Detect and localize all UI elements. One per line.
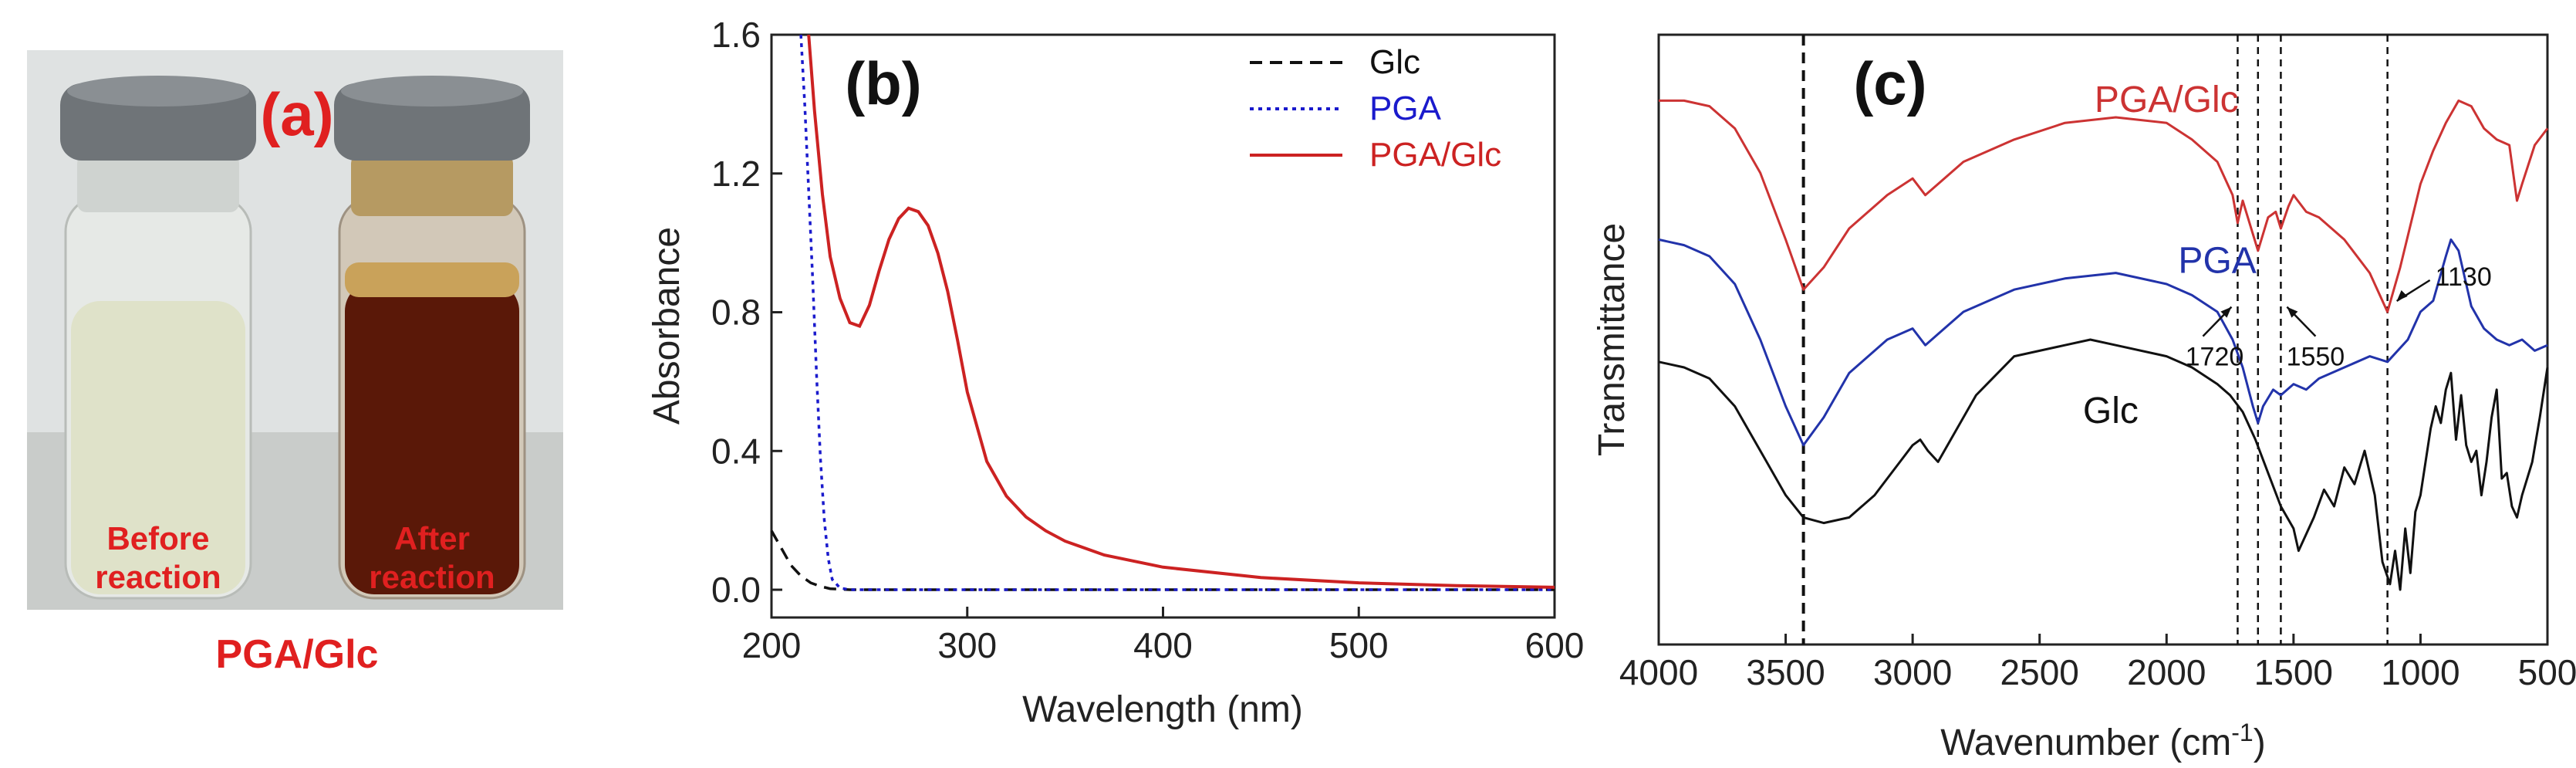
vial-foam-right (345, 262, 519, 297)
before-reaction-label-line1: Before (106, 520, 209, 557)
legend-label: PGA (1369, 90, 1442, 127)
panel-c-xtick-label: 4000 (1619, 652, 1698, 692)
panel-a-label: (a) (260, 80, 333, 148)
panel-b-ytick-label: 1.2 (711, 154, 761, 194)
curve-label-pga-glc: PGA/Glc (2095, 80, 2239, 120)
after-reaction-label-line1: After (394, 520, 470, 557)
legend-label: Glc (1369, 43, 1420, 81)
panel-c-xlabel: Wavenumber (cm-1) (1940, 719, 2265, 763)
panel-c-ftir-chart: 4000 3500 3000 2500 2000 1500 1000 500 PGA/GlcP… (1592, 33, 2576, 763)
annotation-arrowhead-1550 (2287, 306, 2298, 318)
panel-c-xtick-label: 3500 (1746, 652, 1825, 692)
panel-c-xtick-label: 1500 (2254, 652, 2333, 692)
panel-b-series (770, 34, 1555, 591)
annotation-arrowhead-1130 (2396, 290, 2408, 301)
series-line-glc (770, 529, 1555, 591)
annotation-1130: 1130 (2436, 262, 2492, 292)
series-line-pga-glc (807, 34, 1555, 589)
vial-after-reaction (334, 76, 530, 600)
legend-label: PGA/Glc (1369, 136, 1501, 174)
panel-c-xtick-label: 2500 (2000, 652, 2079, 692)
panel-c-label: (c) (1853, 49, 1926, 117)
annotation-arrowhead-1720 (2220, 306, 2232, 318)
panel-b-ticks: 200 300 400 500 600 0.0 0.4 0.8 1.2 1.6 (711, 15, 1584, 665)
panel-b-ytick-label: 0.4 (711, 431, 761, 471)
annotation-1550: 1550 (2287, 343, 2345, 372)
panel-b-xtick-label: 500 (1329, 625, 1389, 665)
panel-b-xtick-label: 600 (1525, 625, 1585, 665)
panel-b-xtick-label: 300 (937, 625, 997, 665)
vial-liquid-left (71, 301, 245, 594)
vial-cap-top-right (341, 76, 523, 107)
panel-c-xlabel-main: Wavenumber (cm (1940, 722, 2231, 763)
panel-c-xlabel-superscript: -1 (2231, 719, 2253, 746)
panel-b-legend: Glc PGA PGA/Glc (1250, 43, 1501, 174)
panel-c-series (1658, 99, 2549, 591)
vial-neck-left (77, 154, 239, 212)
panel-a-photo: (a) Before reaction After reaction PGA/G… (27, 50, 563, 677)
vial-before-reaction (60, 76, 256, 600)
panel-c-annotations: 1720 1550 1130 (2186, 262, 2492, 372)
panel-c-reference-lines (1801, 35, 2389, 645)
spectrum-glc (1658, 338, 2549, 591)
panel-c-xlabel-close: ) (2254, 722, 2266, 763)
spectrum-pga-glc (1659, 99, 2549, 313)
annotation-1720: 1720 (2186, 343, 2244, 372)
vial-neck-right (351, 154, 513, 216)
panel-c-xtick-label: 3000 (1873, 652, 1952, 692)
series-line-pga (799, 34, 1555, 591)
panel-b-ytick-label: 0.8 (711, 293, 761, 333)
panel-c-frame (1657, 33, 2549, 646)
panel-c-xtick-label: 1000 (2381, 652, 2460, 692)
panel-c-ylabel: Transmittance (1592, 223, 1632, 456)
panel-b-ytick-label: 1.6 (711, 15, 761, 55)
curve-label-pga: PGA (2178, 241, 2256, 282)
vial-liquid-right (345, 282, 519, 594)
panel-c-xtick-label: 500 (2518, 652, 2576, 692)
before-reaction-label-line2: reaction (95, 559, 221, 595)
panel-c-curve-labels: PGA/Glc PGA Glc (2083, 80, 2257, 431)
panel-c-xtick-label: 2000 (2127, 652, 2206, 692)
panel-b-xlabel: Wavelength (nm) (1022, 689, 1303, 730)
vial-cap-top-left (67, 76, 249, 107)
panel-b-xtick-label: 200 (742, 625, 802, 665)
panel-a-caption: PGA/Glc (216, 632, 379, 677)
panel-b-ytick-label: 0.0 (711, 570, 761, 610)
panel-b-ylabel: Absorbance (647, 227, 687, 425)
panel-c-ticks: 4000 3500 3000 2500 2000 1500 1000 500 (1619, 634, 2576, 692)
spectrum-pga (1658, 238, 2548, 447)
curve-label-glc: Glc (2083, 391, 2139, 431)
panel-b-uv-vis-chart: 200 300 400 500 600 0.0 0.4 0.8 1.2 1.6 (b) Glc PG… (647, 15, 1584, 730)
panel-b-label: (b) (845, 49, 922, 117)
after-reaction-label-line2: reaction (369, 559, 495, 595)
panel-b-xtick-label: 400 (1133, 625, 1193, 665)
